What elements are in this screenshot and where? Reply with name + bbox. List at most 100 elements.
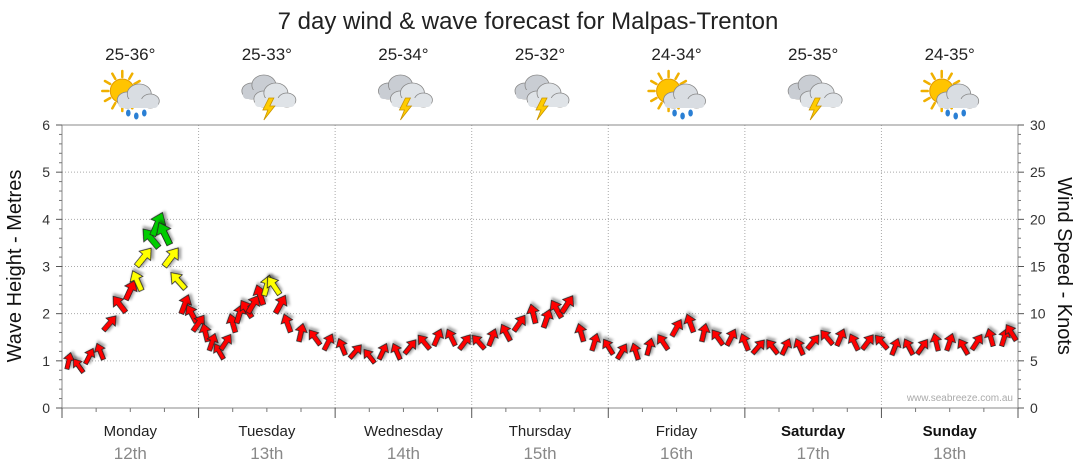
wind-arrow [834,328,847,348]
wind-arrow [376,342,390,361]
wind-arrow [129,270,145,293]
wind-arrows [62,211,1019,375]
wind-arrow [444,328,458,348]
temp-label: 25-36° [105,45,155,64]
grid-lines [62,125,1018,408]
wind-arrow [766,339,780,356]
left-tick-label: 2 [42,306,50,322]
left-tick-label: 0 [42,400,50,416]
wind-arrow [711,329,726,347]
wind-arrow [308,329,323,347]
wind-arrow [540,308,554,329]
wind-arrow [112,295,129,315]
wind-arrow [511,314,526,333]
right-tick-label: 10 [1030,306,1046,322]
wind-arrow [643,337,656,357]
wind-arrow [889,337,902,357]
wind-arrow [402,339,417,356]
wind-arrow [615,343,628,361]
left-tick-label: 1 [42,353,50,369]
temp-label: 25-32° [515,45,565,64]
storm-cloud-icon [514,74,570,121]
wind-arrow [526,303,540,325]
wind-arrow [272,294,288,315]
wind-arrow [206,332,219,352]
wind-arrow [805,334,820,351]
wind-arrow [929,332,943,352]
wind-arrow [156,221,174,247]
wind-arrow [943,332,957,352]
wind-arrow [629,342,642,361]
wind-arrow [669,319,684,338]
wind-arrow [218,333,232,352]
day-name-label: Tuesday [238,423,295,440]
wind-arrow [602,338,616,356]
wind-arrow [457,334,471,352]
wind-arrow [93,342,106,361]
wind-arrow [559,295,574,315]
day-name-label: Sunday [923,423,978,440]
wind-arrow [122,279,138,302]
sun-cloud-rain-icon [101,69,160,120]
day-date-label: 17th [797,444,830,463]
wind-arrow [245,294,260,315]
wind-arrow [574,322,588,343]
temp-label: 24-35° [925,45,975,64]
weather-row: 25-36° 25-33° 25-34° 25-32° 24-34° 25-35° 24-3… [101,45,980,121]
wind-arrow [335,337,348,357]
wind-arrow [198,322,212,343]
wind-arrow [738,333,751,352]
wind-arrow [750,339,765,356]
credit-text: www.seabreeze.com.au [906,393,1013,404]
wind-arrow [178,294,193,316]
temp-label: 24-34° [651,45,701,64]
wind-arrow [793,338,806,357]
sun-cloud-rain-icon [920,69,980,120]
right-tick-label: 15 [1030,259,1046,275]
wind-arrow [170,272,188,291]
wind-arrow [549,299,565,320]
wind-arrow [588,332,602,352]
wind-arrow [902,338,916,357]
wind-arrow [347,344,362,360]
wind-arrow [101,315,117,333]
wind-arrow [280,313,294,334]
left-axis-label: Wave Height - Metres [4,170,26,363]
wind-arrow [1004,324,1019,343]
day-name-label: Thursday [509,423,572,440]
right-axis: 0 5 10 15 20 25 30 [1018,117,1046,416]
storm-cloud-icon [378,74,433,121]
wind-arrow [321,333,335,352]
wind-arrow [697,322,711,343]
wind-arrow [969,333,983,352]
wind-arrow [860,334,874,352]
right-tick-label: 5 [1030,353,1038,369]
day-name-label: Saturday [781,423,846,440]
day-name-label: Friday [656,423,698,440]
wind-arrow [984,327,997,348]
day-date-label: 14th [387,444,420,463]
x-axis: Monday 12th Tuesday 13th Wednesday 14th Thursd… [61,408,1019,463]
wind-arrow [486,328,499,348]
wind-arrow [294,322,308,343]
left-axis: 0 1 2 3 4 5 6 [42,117,62,416]
right-axis-label: Wind Speed - Knots [1053,177,1075,355]
right-tick-label: 30 [1030,117,1046,133]
storm-cloud-icon [787,74,843,121]
sun-cloud-rain-icon [647,69,706,120]
wind-arrow [72,358,86,375]
wind-arrow [417,334,432,351]
wind-arrow [820,329,835,347]
wind-arrow [656,334,671,352]
right-tick-label: 25 [1030,164,1046,180]
wind-arrow [390,342,403,361]
wind-arrow [499,323,513,343]
left-tick-label: 6 [42,117,50,133]
day-date-label: 13th [250,444,283,463]
right-tick-label: 20 [1030,211,1046,227]
day-name-label: Monday [104,423,158,440]
wind-arrow [874,334,890,351]
left-tick-label: 5 [42,164,50,180]
temp-label: 25-35° [788,45,838,64]
